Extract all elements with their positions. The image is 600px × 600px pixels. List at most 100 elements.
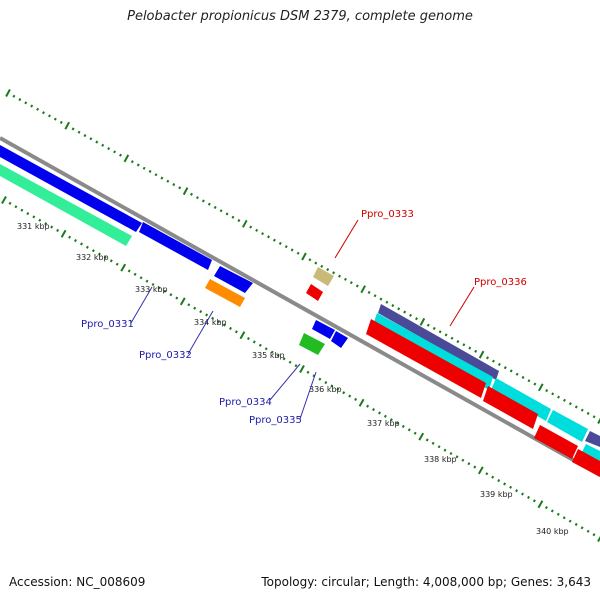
gene-label-ppro-0331[interactable]: Ppro_0331	[81, 319, 134, 330]
minor-tick	[26, 212, 30, 216]
scale-label: 332 kbp	[76, 253, 109, 262]
major-tick	[242, 219, 248, 228]
major-tick	[239, 331, 246, 340]
callout-line	[269, 363, 301, 401]
cyan-feature[interactable]	[582, 444, 600, 461]
accession-text: Accession: NC_008609	[9, 575, 146, 589]
major-tick	[301, 252, 307, 261]
khaki-feature[interactable]	[313, 267, 334, 286]
backbone-line	[0, 136, 600, 477]
feature-track	[0, 145, 348, 355]
minor-tick	[586, 411, 590, 415]
callout-line	[130, 286, 153, 324]
minor-tick	[278, 241, 282, 245]
minor-tick	[461, 458, 465, 462]
minor-tick	[14, 205, 18, 209]
green-feature[interactable]	[299, 333, 325, 355]
minor-tick	[407, 428, 411, 432]
minor-tick	[426, 323, 430, 327]
major-tick	[418, 432, 425, 441]
reverse-cds-feature[interactable]	[534, 425, 578, 459]
minor-tick	[272, 238, 276, 242]
minor-tick	[401, 424, 405, 428]
reverse-cds-feature[interactable]	[366, 319, 486, 398]
cyan-feature[interactable]	[547, 410, 588, 442]
cyan-feature[interactable]	[491, 378, 551, 421]
scale-label: 338 kbp	[424, 455, 457, 464]
minor-tick	[8, 201, 12, 205]
teal-feature[interactable]	[0, 164, 132, 246]
minor-tick	[533, 382, 537, 386]
minor-tick	[196, 196, 199, 200]
navy-feature[interactable]	[585, 431, 600, 447]
minor-tick	[201, 199, 205, 203]
minor-tick	[139, 276, 143, 280]
minor-tick	[395, 421, 399, 425]
minor-tick	[44, 222, 48, 226]
scale-label: 340 kbp	[536, 527, 569, 536]
minor-tick	[193, 306, 197, 310]
minor-tick	[485, 472, 489, 476]
gene-label-ppro-0335[interactable]: Ppro_0335	[249, 415, 302, 426]
minor-tick	[136, 163, 140, 167]
minor-tick	[574, 405, 578, 409]
minor-tick	[175, 296, 179, 300]
minor-tick	[497, 362, 501, 366]
major-tick	[537, 500, 544, 509]
minor-tick	[56, 228, 60, 232]
minor-tick	[509, 485, 513, 489]
forward-cds-feature[interactable]	[331, 331, 348, 348]
reverse-cds-feature[interactable]	[572, 449, 600, 477]
reverse-cds-feature[interactable]	[306, 284, 323, 301]
minor-tick	[527, 379, 531, 383]
minor-tick	[550, 509, 554, 513]
minor-tick	[53, 117, 57, 121]
minor-tick	[379, 297, 383, 301]
gene-label-ppro-0336[interactable]: Ppro_0336	[474, 277, 527, 288]
forward-cds-feature[interactable]	[312, 320, 335, 339]
minor-tick	[425, 438, 429, 442]
minor-tick	[148, 169, 152, 173]
minor-tick	[354, 397, 358, 401]
minor-tick	[586, 529, 590, 533]
major-tick	[477, 466, 484, 475]
minor-tick	[12, 94, 16, 98]
minor-tick	[324, 381, 328, 385]
minor-tick	[491, 475, 495, 479]
minor-tick	[318, 377, 322, 381]
forward-cds-feature[interactable]	[0, 145, 142, 232]
minor-tick	[48, 114, 51, 118]
callout-line	[449, 286, 475, 327]
minor-tick	[71, 127, 75, 131]
orange-feature[interactable]	[205, 279, 245, 307]
navy-feature[interactable]	[378, 304, 499, 380]
minor-tick	[24, 101, 28, 105]
minor-tick	[91, 249, 95, 253]
gene-label-ppro-0332[interactable]: Ppro_0332	[139, 350, 192, 361]
callout-line	[187, 310, 214, 355]
scale-labels: 331 kbp 332 kbp 333 kbp 334 kbp 335 kbp …	[17, 222, 569, 536]
feature-track-right	[366, 304, 600, 477]
forward-cds-feature[interactable]	[214, 266, 253, 293]
minor-tick	[326, 268, 330, 272]
minor-tick	[372, 408, 375, 412]
scale-ticks-outer	[5, 89, 600, 424]
callout-lines	[130, 219, 475, 420]
minor-tick	[348, 394, 352, 398]
reverse-cds-feature[interactable]	[483, 386, 538, 429]
minor-tick	[431, 441, 435, 445]
minor-tick	[151, 282, 155, 287]
minor-tick	[296, 251, 300, 255]
minor-tick	[456, 340, 460, 344]
minor-tick	[568, 402, 572, 406]
gene-label-ppro-0334[interactable]: Ppro_0334	[219, 397, 272, 408]
forward-cds-feature[interactable]	[139, 222, 212, 270]
minor-tick	[258, 343, 262, 347]
gene-label-ppro-0333[interactable]: Ppro_0333	[361, 209, 414, 220]
minor-tick	[223, 323, 226, 327]
minor-tick	[36, 107, 40, 111]
map-title: Pelobacter propionicus DSM 2379, complet…	[127, 9, 473, 24]
minor-tick	[580, 408, 584, 412]
scale-label: 337 kbp	[367, 419, 400, 428]
